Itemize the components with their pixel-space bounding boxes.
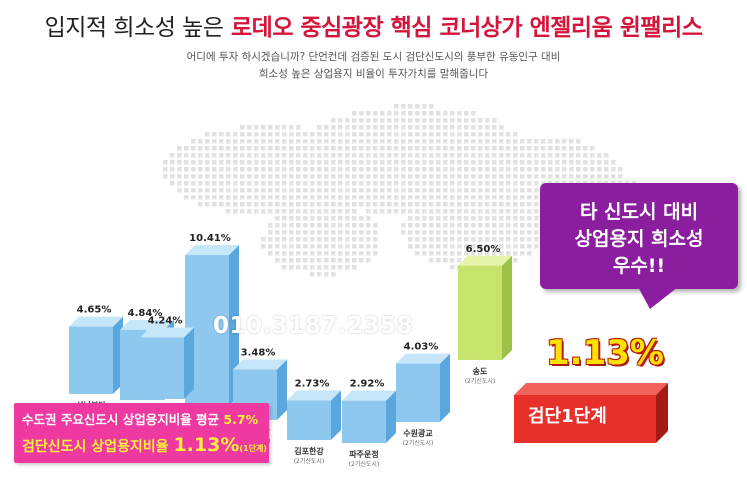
bar-face [287,400,331,440]
title-main: 로데오 중심광장 핵심 코너상가 엔젤리움 윈팰리스 [231,15,703,41]
bar-value-label: 2.92% [350,379,385,390]
summary-line1-value: 5.7% [223,412,259,427]
bar-수원광교: 4.03% 수원광교(2기신도시) [396,342,450,447]
bar-category-label: 수원광교 [403,428,433,438]
bar-highlight [514,383,668,443]
callout-line-1: 타 신도시 대비 [579,201,699,223]
bar-파주운정: 2.92% 파주운정(2기신도시) [342,379,396,468]
world-map-dots [163,104,658,277]
bar-face [69,326,113,394]
callout-line-3: 우수!! [612,255,666,277]
summary-line2-value: 1.13% [173,434,240,456]
callout-line-2: 상업용지 희소성 [574,228,704,250]
bar-category-label: 김포한강 [294,446,324,456]
bar-category-label: 파주운정 [349,449,378,459]
bar-value-label: 3.48% [241,348,276,359]
page-title: 입지적 희소성 높은 로데오 중심광장 핵심 코너상가 엔젤리움 윈팰리스 [0,8,747,42]
highlight-bar-block: 검단1단계 [514,385,669,445]
bar-category-note: (2기신도시) [465,377,496,385]
callout-bubble: 타 신도시 대비 상업용지 희소성 우수!! [540,183,738,289]
bar-value-label: 2.73% [295,378,330,389]
bar-value-label: 4.03% [404,342,439,353]
bar-송도: 6.50% 송도(2기신도시) [458,244,512,385]
bar-face [514,395,656,443]
summary-line2-text: 검단신도시 상업용지비율 [22,439,169,455]
bar-face [140,337,184,399]
bar-value-label: 4.65% [77,305,112,316]
subtitle-line-1: 어디에 투자 하시겠습니까? 단언컨데 검증된 도시 검단신도시의 풍부한 유동… [186,51,561,63]
bar-face [396,363,440,422]
highlight-category-label: 검단1단계 [528,406,607,427]
bar-category-label: 송도 [473,366,488,376]
bar-face [342,400,386,443]
bar-category-note: (2기신도시) [294,457,325,465]
subtitle-line-2: 희소성 높은 상업용지 비율이 투자가치를 말해줍니다 [258,68,489,80]
bar-김포한강: 2.73% 김포한강(2기신도시) [287,378,341,465]
bar-value-label: 10.41% [189,233,231,244]
watermark-phone-number: 010.3187.2358 [213,313,414,339]
bar-value-label: 4.24% [148,316,183,327]
highlight-value-label: 1.13% [545,333,665,391]
bar-value-label: 4.84% [128,308,163,319]
summary-line1-text: 수도권 주요신도시 상업용지비율 평균 [22,412,220,427]
bar-성남분당: 4.65%성남분당(1기신도시) [69,305,123,419]
summary-box: 수도권 주요신도시 상업용지비율 평균 5.7% 검단신도시 상업용지비율 1.… [14,403,269,463]
bar-value-label: 6.50% [466,244,501,255]
callout-bubble-tail [629,287,679,309]
highlight-value-text: 1.13% [546,333,664,373]
summary-line2-suffix: (1단계) [239,444,267,453]
title-prefix: 입지적 희소성 높은 [44,15,224,41]
bar-category-note: (2기신도시) [349,460,380,468]
bar-face [458,265,502,360]
bar-category-note: (2기신도시) [403,439,434,447]
